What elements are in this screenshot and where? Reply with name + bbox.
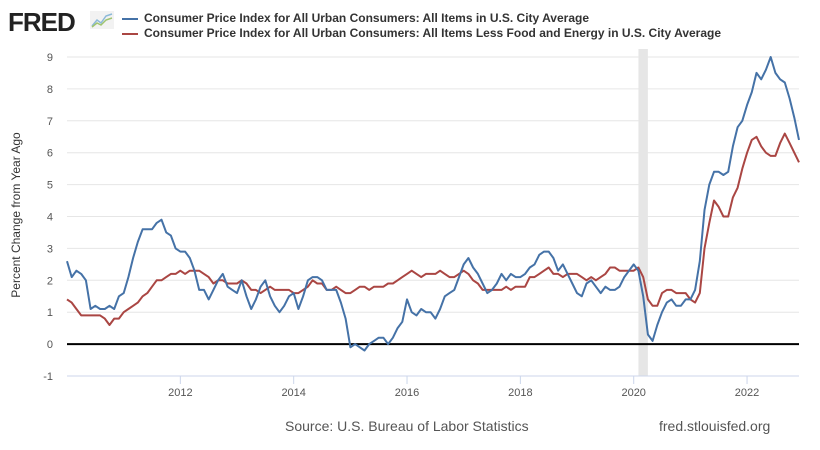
y-tick-label: 1 (47, 307, 53, 319)
y-tick-label: 2 (47, 275, 53, 287)
y-tick-label: 0 (47, 339, 53, 351)
legend-item-core-cpi[interactable]: Consumer Price Index for All Urban Consu… (122, 26, 721, 41)
x-tick-label: 2014 (281, 387, 305, 399)
source-text: Source: U.S. Bureau of Labor Statistics (285, 418, 529, 434)
legend-label-core-cpi: Consumer Price Index for All Urban Consu… (144, 26, 722, 40)
x-tick-label: 2018 (508, 387, 532, 399)
recession-shading (638, 49, 648, 376)
y-tick-label: -1 (43, 371, 53, 383)
y-tick-label: 4 (47, 212, 53, 224)
y-tick-label: 7 (47, 116, 53, 128)
x-tick-label: 2022 (735, 387, 759, 399)
fred-logo[interactable]: FRED (8, 7, 76, 37)
chart-area[interactable]: -1 0 1 2 3 4 5 6 7 8 9 2012 2014 2016 2018 2020 2022 (0, 0, 820, 410)
legend-swatch-cpi (122, 17, 138, 20)
chart-sparkline-icon (90, 11, 114, 29)
x-tick-label: 2016 (395, 387, 419, 399)
legend-swatch-core-cpi (122, 32, 138, 35)
series-line-core-cpi (66, 132, 800, 326)
x-tick-label: 2020 (621, 387, 645, 399)
y-tick-label: 5 (47, 180, 53, 192)
y-tick-label: 9 (47, 52, 53, 64)
x-tick-label: 2012 (168, 387, 192, 399)
site-link[interactable]: fred.stlouisfed.org (659, 418, 771, 434)
y-tick-label: 3 (47, 243, 53, 255)
legend-label-cpi: Consumer Price Index for All Urban Consu… (144, 11, 589, 25)
legend-item-cpi[interactable]: Consumer Price Index for All Urban Consu… (122, 11, 721, 26)
y-tick-label: 8 (47, 84, 53, 96)
series-line-cpi (66, 56, 800, 352)
y-tick-label: 6 (47, 148, 53, 160)
legend: Consumer Price Index for All Urban Consu… (122, 11, 721, 41)
